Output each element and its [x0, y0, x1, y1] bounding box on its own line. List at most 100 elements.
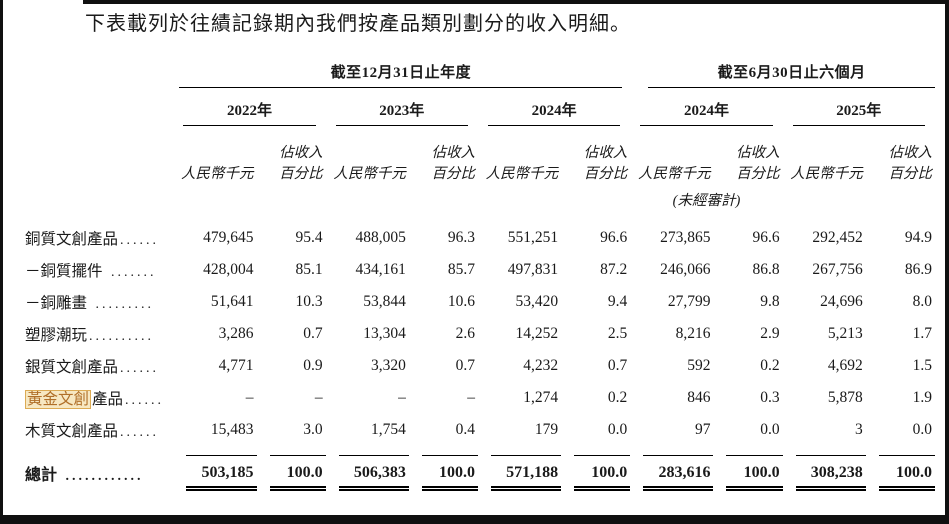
dot-leader: ...... — [120, 361, 160, 376]
value-cell: 87.2 — [600, 261, 628, 278]
value-cell: – — [314, 389, 323, 406]
total-value-cell: 503,185 — [173, 446, 257, 500]
value-cell: 53,420 — [515, 293, 559, 310]
col-header-rmb: 人民幣千元 — [485, 166, 559, 183]
value-cell: 0.0 — [607, 421, 628, 438]
value-cell: 592 — [687, 357, 711, 374]
col-header-pct: 佔收入 百分比 — [583, 144, 628, 183]
value-cell: 15,483 — [210, 421, 254, 438]
value-cell: 27,799 — [667, 293, 711, 310]
col-header-pct: 佔收入 百分比 — [736, 144, 780, 183]
col-header-pct: 佔收入 百分比 — [279, 144, 323, 183]
year-header-row: 2022年 2023年 2024年 2024年 2025年 — [10, 88, 935, 126]
col-header-pct: 佔收入 百分比 — [888, 144, 933, 183]
header-spacer — [10, 126, 173, 186]
value-cell: 4,692 — [827, 357, 863, 374]
page-border-bottom — [0, 515, 949, 524]
total-value-cell: 100.0 — [866, 446, 935, 500]
value-cell: 94.9 — [904, 229, 932, 246]
table-row-wooden-products: 木質文創產品...... 15,483 3.0 1,754 0.4 179 0.… — [10, 414, 935, 446]
col-header-rmb: 人民幣千元 — [181, 166, 254, 183]
table-row-copper-sculpture-paintings: －銅雕畫 ......... 51,641 10.3 53,844 10.6 5… — [10, 286, 935, 318]
total-value-cell: 308,238 — [783, 446, 866, 500]
value-cell: 0.7 — [607, 357, 628, 374]
value-cell: 5,878 — [827, 389, 863, 406]
value-cell: 3,320 — [370, 357, 406, 374]
row-label: －銅質擺件 ....... — [25, 263, 157, 280]
header-spacer — [10, 56, 173, 88]
year-header-2024-interim: 2024年 — [630, 88, 782, 126]
value-cell: 0.0 — [912, 421, 932, 438]
value-cell: 10.6 — [447, 293, 475, 310]
period-annual-header: 截至12月31日止年度 — [173, 56, 630, 88]
value-cell: – — [398, 389, 406, 406]
value-cell: 497,831 — [507, 261, 559, 278]
header-spacer — [10, 88, 173, 126]
value-cell: 267,756 — [812, 261, 863, 278]
revenue-table-wrap: 截至12月31日止年度 截至6月30日止六個月 2022年 2023年 2024… — [10, 56, 935, 500]
dot-leader: ...... — [125, 393, 165, 408]
value-cell: 4,232 — [523, 357, 559, 374]
year-header-2022: 2022年 — [173, 88, 325, 126]
value-cell: 0.2 — [607, 389, 628, 406]
intro-text: 下表載列於往績記錄期內我們按產品類別劃分的收入明細。 — [85, 13, 631, 35]
value-cell: 2.5 — [607, 325, 628, 342]
value-cell: 292,452 — [812, 229, 863, 246]
value-cell: 246,066 — [660, 261, 711, 278]
table-row-gold-products: 黃金文創 產品...... – – – – 1,274 0.2 846 0.3 5… — [10, 382, 935, 414]
total-value-cell: 100.0 — [713, 446, 783, 500]
dot-leader: ....... — [104, 265, 157, 280]
total-value-cell: 100.0 — [257, 446, 326, 500]
period-interim-title: 截至6月30日止六個月 — [717, 65, 866, 81]
value-cell: 0.2 — [760, 357, 780, 374]
value-cell: 3.0 — [303, 421, 323, 438]
value-cell: 0.7 — [303, 325, 323, 342]
value-cell: 551,251 — [507, 229, 559, 246]
page-border-right — [945, 0, 949, 524]
total-value-cell: 283,616 — [630, 446, 714, 500]
value-cell: 96.6 — [600, 229, 628, 246]
value-cell: 9.4 — [607, 293, 628, 310]
value-cell: 53,844 — [363, 293, 406, 310]
row-label: 銅質文創產品...... — [25, 231, 160, 248]
col-header-rmb: 人民幣千元 — [333, 166, 406, 183]
value-cell: 97 — [694, 421, 711, 438]
period-group-header-row: 截至12月31日止年度 截至6月30日止六個月 — [10, 56, 935, 88]
value-cell: 9.8 — [760, 293, 780, 310]
value-cell: 846 — [687, 389, 711, 406]
value-cell: 2.6 — [455, 325, 475, 342]
dot-leader: ...... — [120, 425, 160, 440]
total-value-cell: 506,383 — [326, 446, 409, 500]
value-cell: 51,641 — [210, 293, 254, 310]
note-spacer — [783, 186, 935, 222]
column-header-row: 人民幣千元 佔收入 百分比 人民幣千元 佔收入 百分比 人民幣千元 佔收入 百分比 人… — [10, 126, 935, 186]
value-cell: 8,216 — [675, 325, 711, 342]
total-value-cell: 100.0 — [561, 446, 631, 500]
table-row-copper-products: 銅質文創產品...... 479,645 95.4 488,005 96.3 5… — [10, 222, 935, 254]
value-cell: 428,004 — [203, 261, 254, 278]
col-header-rmb: 人民幣千元 — [790, 166, 863, 183]
unaudited-note: (未經審計) — [672, 193, 741, 209]
value-cell: 24,696 — [820, 293, 863, 310]
period-annual-title: 截至12月31日止年度 — [330, 65, 472, 81]
value-cell: 3 — [855, 421, 863, 438]
value-cell: 1,274 — [523, 389, 559, 406]
value-cell: 96.3 — [447, 229, 475, 246]
col-header-rmb: 人民幣千元 — [637, 166, 711, 183]
dot-leader: ...... — [120, 233, 160, 248]
value-cell: 86.9 — [904, 261, 932, 278]
row-label: 木質文創產品...... — [25, 423, 160, 440]
unaudited-note-row: (未經審計) — [10, 186, 935, 222]
row-label: 黃金文創 產品...... — [25, 390, 165, 409]
value-cell: 0.7 — [455, 357, 475, 374]
total-label: 總計 ............ — [25, 467, 144, 484]
value-cell: 0.3 — [760, 389, 780, 406]
table-row-silver-products: 銀質文創產品...... 4,771 0.9 3,320 0.7 4,232 0… — [10, 350, 935, 382]
value-cell: 5,213 — [827, 325, 863, 342]
table-row-total: 總計 ............ 503,185 100.0 506,383 10… — [10, 446, 935, 500]
value-cell: 1,754 — [370, 421, 406, 438]
value-cell: 273,865 — [660, 229, 711, 246]
value-cell: – — [245, 389, 254, 406]
table-row-plastic-toys: 塑膠潮玩.......... 3,286 0.7 13,304 2.6 14,2… — [10, 318, 935, 350]
col-header-pct: 佔收入 百分比 — [431, 144, 475, 183]
